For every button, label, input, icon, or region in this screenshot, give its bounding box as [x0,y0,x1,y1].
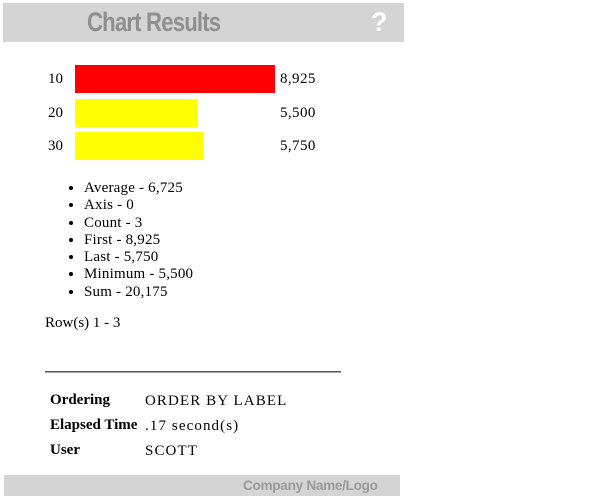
bar-value-label: 5,750 [280,138,316,154]
detail-label: User [50,442,80,458]
chart-row: 10 8,925 [0,65,615,93]
summary-item: Axis - 0 [84,197,193,214]
summary-item: First - 8,925 [84,232,193,249]
chart-row: 20 5,500 [0,98,615,127]
detail-row: User SCOTT [50,438,380,463]
summary-item: Last - 5,750 [84,249,193,266]
detail-value: ORDER BY LABEL [145,393,288,409]
detail-value: SCOTT [145,443,199,459]
divider-line [45,371,341,373]
summary-item: Average - 6,725 [84,180,193,197]
summary-item: Minimum - 5,500 [84,266,193,283]
bar-category-label: 10 [48,71,63,87]
company-logo-text: Company Name/Logo [243,477,378,493]
detail-row: Ordering ORDER BY LABEL [50,388,380,413]
pagination-text: Row(s) 1 - 3 [45,315,121,331]
bar [75,132,204,160]
details-table: Ordering ORDER BY LABEL Elapsed Time .17 se… [50,388,380,463]
bar [75,98,198,127]
page-header-banner: Chart Results ? [3,3,404,42]
summary-item: Count - 3 [84,215,193,232]
help-icon[interactable]: ? [371,7,388,37]
detail-label: Ordering [50,392,110,408]
bar-category-label: 20 [48,104,63,121]
detail-label: Elapsed Time [50,417,138,433]
bar [75,65,275,93]
detail-row: Elapsed Time .17 second(s) [50,413,380,438]
summary-item: Sum - 20,175 [84,284,193,301]
bar-category-label: 30 [48,138,63,154]
page-footer-banner: Company Name/Logo [4,475,400,496]
detail-value: .17 second(s) [145,418,240,434]
chart-summary-list: Average - 6,725Axis - 0Count - 3First - … [69,180,193,301]
bar-value-label: 8,925 [280,71,316,87]
chart-row: 30 5,750 [0,132,615,160]
bar-value-label: 5,500 [280,104,316,121]
page-title: Chart Results [87,7,221,37]
